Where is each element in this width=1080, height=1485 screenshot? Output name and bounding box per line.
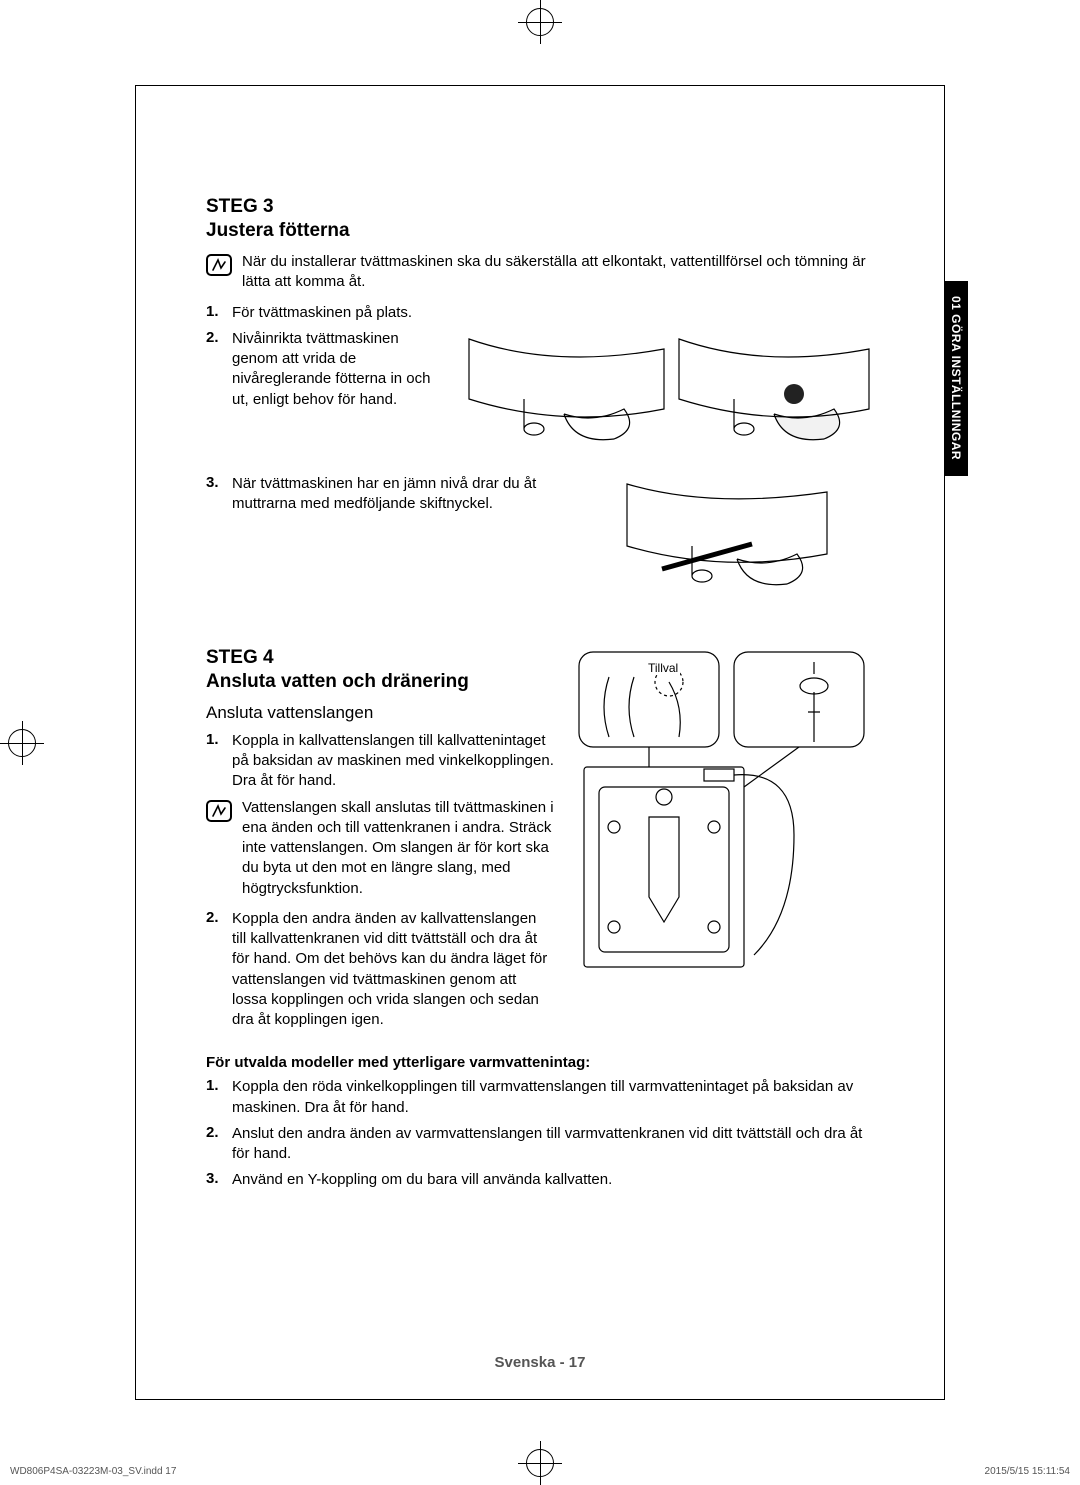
list-item: 3. Använd en Y-koppling om du bara vill … [206, 1170, 874, 1190]
list-item: 2. Anslut den andra änden av varmvattens… [206, 1124, 874, 1165]
note-icon [206, 254, 232, 276]
item-text: Anslut den andra änden av varmvattenslan… [232, 1124, 874, 1165]
list-item: 2. Nivåinrikta tvättmaskinen genom att v… [206, 329, 874, 464]
item-number: 3. [206, 474, 224, 609]
hot-water-heading: För utvalda modeller med ytterligare var… [206, 1054, 874, 1071]
list-item: 1. För tvättmaskinen på plats. [206, 303, 874, 323]
step4-heading: STEG 4 [206, 647, 554, 669]
section-tab: 01 GÖRA INSTÄLLNINGAR [944, 281, 968, 476]
item-number: 1. [206, 731, 224, 792]
step3-list: 1. För tvättmaskinen på plats. 2. Nivåin… [206, 303, 874, 609]
footer-file: WD806P4SA-03223M-03_SV.indd 17 [10, 1466, 176, 1477]
footer-date: 2015/5/15 15:11:54 [985, 1466, 1070, 1477]
item-text: För tvättmaskinen på plats. [232, 303, 874, 323]
step4-block: STEG 4 Ansluta vatten och dränering Ansl… [206, 647, 874, 1191]
figure-water-connection: Tillval [574, 647, 874, 982]
step4-subhead: Ansluta vattenslangen [206, 703, 554, 723]
list-item: 2. Koppla den andra änden av kallvattens… [206, 909, 554, 1031]
item-text: Nivåinrikta tvättmaskinen genom att vrid… [232, 329, 444, 410]
crop-mark-top [518, 0, 562, 44]
step4-list-1: 1. Koppla in kallvattenslangen till kall… [206, 731, 554, 792]
step4-list-2: 2. Koppla den andra änden av kallvattens… [206, 909, 554, 1031]
item-text: Koppla in kallvattenslangen till kallvat… [232, 731, 554, 792]
list-item: 1. Koppla den röda vinkelkopplingen till… [206, 1077, 874, 1118]
step3-note-text: När du installerar tvättmaskinen ska du … [242, 252, 874, 293]
item-number: 2. [206, 909, 224, 1031]
item-number: 3. [206, 1170, 224, 1190]
tillval-label: Tillval [646, 661, 680, 675]
step4-subtitle: Ansluta vatten och dränering [206, 671, 554, 693]
crop-mark-left [0, 721, 44, 765]
crop-mark-bottom [518, 1441, 562, 1485]
step3-note: När du installerar tvättmaskinen ska du … [206, 252, 874, 293]
item-text: Koppla den röda vinkelkopplingen till va… [232, 1077, 874, 1118]
step4-hot-list: 1. Koppla den röda vinkelkopplingen till… [206, 1077, 874, 1190]
item-text: Koppla den andra änden av kallvattenslan… [232, 909, 554, 1031]
list-item: 1. Koppla in kallvattenslangen till kall… [206, 731, 554, 792]
step3-heading: STEG 3 [206, 196, 874, 218]
figure-tighten-nuts [622, 474, 832, 609]
item-number: 2. [206, 329, 224, 464]
page-frame: 01 GÖRA INSTÄLLNINGAR STEG 3 Justera föt… [135, 85, 945, 1400]
step4-note-text: Vattenslangen skall anslutas till tvättm… [242, 798, 554, 899]
note-icon [206, 800, 232, 822]
item-text: När tvättmaskinen har en jämn nivå drar … [232, 474, 602, 515]
list-item: 3. När tvättmaskinen har en jämn nivå dr… [206, 474, 874, 609]
page-footer: Svenska - 17 [136, 1354, 944, 1371]
item-number: 1. [206, 1077, 224, 1118]
item-text: Använd en Y-koppling om du bara vill anv… [232, 1170, 874, 1190]
step3-subtitle: Justera fötterna [206, 220, 874, 242]
figure-adjust-feet [464, 329, 874, 464]
item-number: 1. [206, 303, 224, 323]
step4-note: Vattenslangen skall anslutas till tvättm… [206, 798, 554, 899]
item-number: 2. [206, 1124, 224, 1165]
